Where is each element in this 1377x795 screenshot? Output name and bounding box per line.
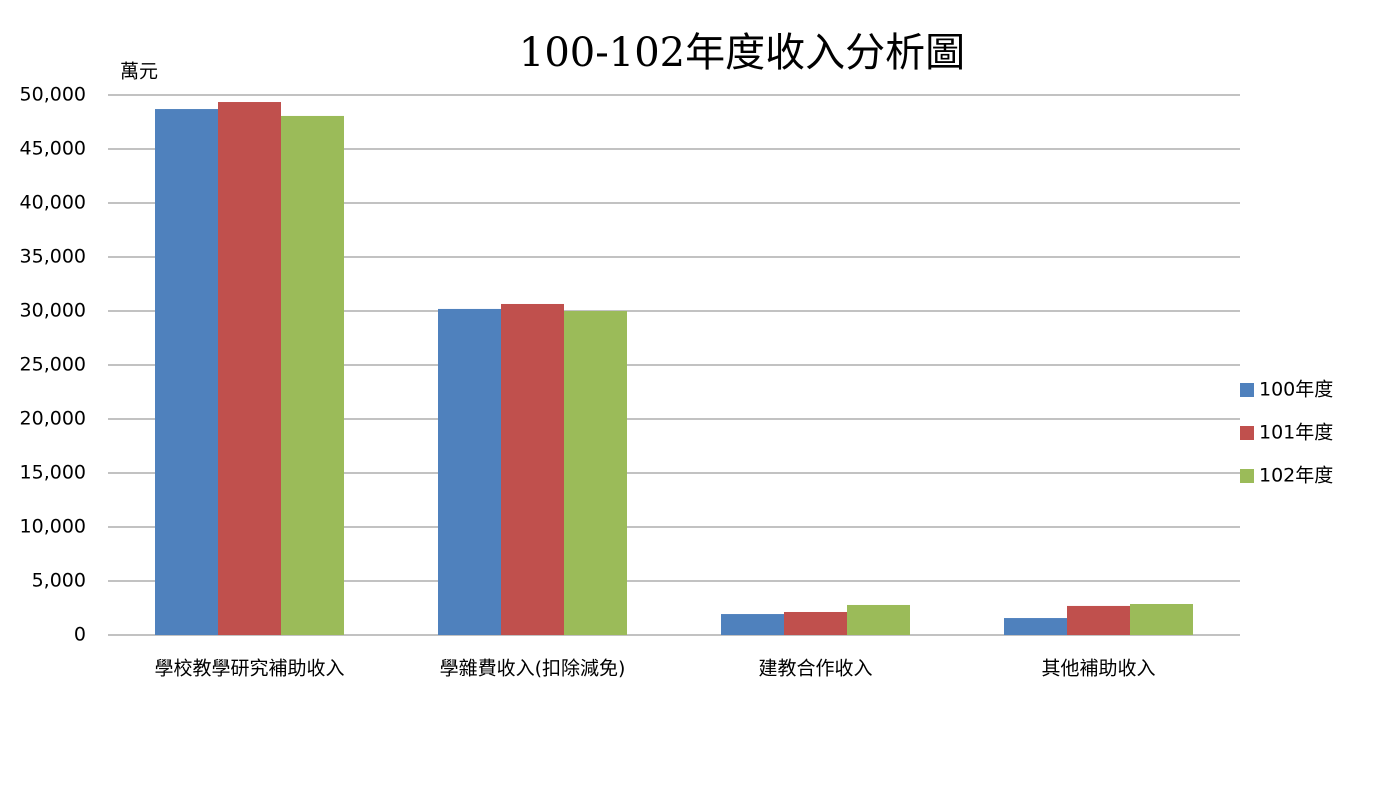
bar	[155, 109, 218, 636]
bar	[1130, 604, 1193, 635]
x-tick-label: 學雜費收入(扣除減免)	[440, 658, 626, 680]
bar	[847, 604, 910, 635]
y-tick-label: 15,000	[20, 462, 86, 484]
y-tick-label: 35,000	[20, 246, 86, 268]
x-tick-label: 建教合作收入	[758, 658, 872, 680]
y-tick-label: 20,000	[20, 408, 86, 430]
y-tick-label: 30,000	[20, 300, 86, 322]
legend-label: 100年度	[1259, 379, 1333, 401]
legend-swatch	[1240, 383, 1254, 397]
bar	[784, 611, 847, 635]
y-tick-label: 25,000	[20, 354, 86, 376]
legend-label: 101年度	[1259, 422, 1333, 444]
y-tick-label: 45,000	[20, 138, 86, 160]
y-tick-label: 10,000	[20, 516, 86, 538]
y-tick-label: 50,000	[20, 84, 86, 106]
bar	[1067, 605, 1130, 635]
y-axis-label: 萬元	[120, 61, 158, 83]
legend-swatch	[1240, 426, 1254, 440]
y-tick-label: 0	[74, 624, 86, 646]
bar	[218, 102, 281, 635]
legend-swatch	[1240, 469, 1254, 483]
bar	[501, 303, 564, 635]
x-tick-label: 學校教學研究補助收入	[154, 658, 344, 680]
bar	[721, 614, 784, 635]
bar	[281, 115, 344, 635]
bar	[438, 308, 501, 635]
x-tick-label: 其他補助收入	[1041, 658, 1155, 680]
y-tick-label: 40,000	[20, 192, 86, 214]
chart-title: 100-102年度收入分析圖	[519, 30, 965, 76]
bar	[564, 311, 627, 635]
legend-label: 102年度	[1259, 465, 1333, 487]
bar	[1004, 618, 1067, 635]
y-tick-label: 5,000	[32, 570, 86, 592]
